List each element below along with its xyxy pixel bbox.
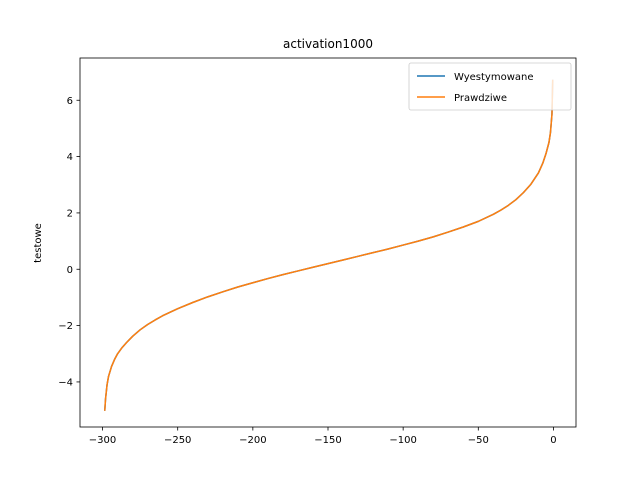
y-axis: −4 −2 0 2 4 6: [58, 96, 80, 388]
legend: Wyestymowane Prawdziwe: [408, 62, 572, 111]
series-line-2: [104, 79, 554, 411]
legend-label: Prawdziwe: [454, 93, 507, 104]
series-layer: [104, 79, 554, 411]
legend-box: [408, 62, 572, 111]
y-tick-label: −2: [58, 321, 73, 332]
x-tick-label: −150: [314, 435, 341, 446]
y-axis-label: testowe: [33, 223, 44, 263]
x-tick-label: −250: [164, 435, 191, 446]
legend-label: Wyestymowane: [454, 72, 534, 83]
y-tick-label: 2: [67, 208, 73, 219]
x-tick-label: −50: [468, 435, 489, 446]
x-tick-label: −100: [389, 435, 416, 446]
x-tick-label: −300: [89, 435, 116, 446]
x-tick-label: 0: [550, 435, 556, 446]
y-tick-label: 6: [67, 96, 73, 107]
chart-title: activation1000: [283, 37, 373, 51]
y-tick-label: 0: [67, 265, 73, 276]
x-tick-label: −200: [239, 435, 266, 446]
y-tick-label: 4: [67, 152, 73, 163]
y-tick-label: −4: [58, 377, 73, 388]
x-axis: −300 −250 −200 −150 −100 −50 0: [89, 427, 557, 446]
